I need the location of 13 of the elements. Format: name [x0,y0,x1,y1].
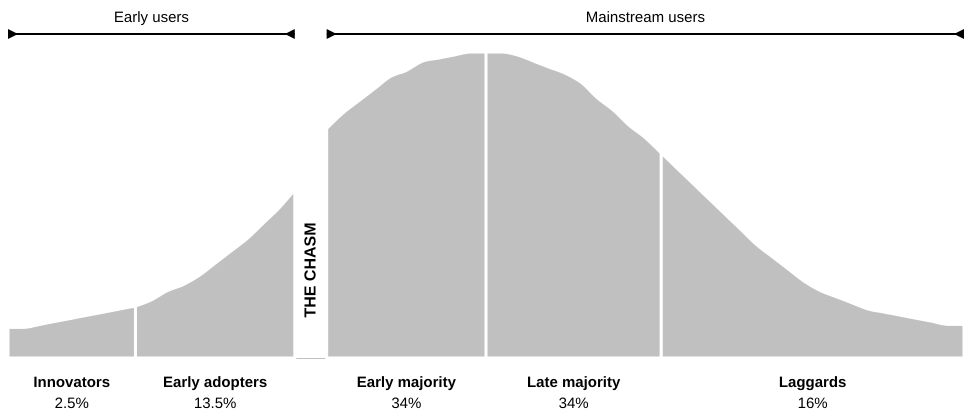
text: 16% [798,395,828,412]
series-label: Early majority [356,374,457,391]
text: Early users [114,9,189,26]
text: 2.5% [54,395,89,412]
text: 13.5% [194,395,236,412]
series-label: Early adopters [163,374,268,391]
text: 34% [391,395,422,412]
series-label: Laggards [778,374,846,391]
series-label: Innovators [33,374,110,391]
series-label: Late majority [526,374,621,391]
text: Mainstream users [586,9,705,26]
text: 34% [558,395,589,412]
annotation: THE CHASM [302,222,320,318]
